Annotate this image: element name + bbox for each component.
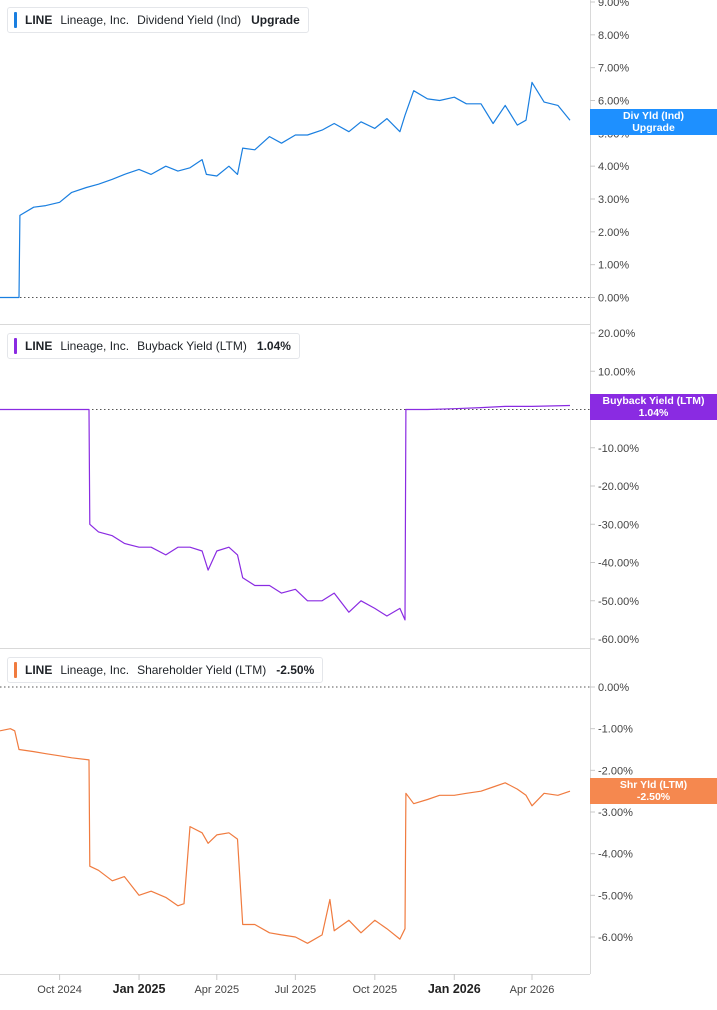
x-tick-label: Jul 2025 xyxy=(275,984,317,996)
y-tick-label: -6.00% xyxy=(598,932,633,944)
legend-color-swatch xyxy=(14,12,17,28)
y-tick-label: -3.00% xyxy=(598,807,633,819)
legend-shareholder-yield[interactable]: LINE Lineage, Inc. Shareholder Yield (LT… xyxy=(7,657,324,683)
y-tick-label: -50.00% xyxy=(598,596,639,608)
y-tick-label: 10.00% xyxy=(598,366,636,378)
y-tick-label: -30.00% xyxy=(598,519,639,531)
y-tick-label: 3.00% xyxy=(598,194,629,206)
y-tick-label: -4.00% xyxy=(598,849,633,861)
legend-value: -2.50% xyxy=(276,663,315,677)
legend-dividend-yield[interactable]: LINE Lineage, Inc. Dividend Yield (Ind) … xyxy=(7,7,309,33)
y-tick-label: 8.00% xyxy=(598,30,629,42)
y-tick-label: -20.00% xyxy=(598,481,639,493)
x-tick-label: Oct 2025 xyxy=(352,984,397,996)
legend-ticker: LINE xyxy=(25,663,53,677)
legend-company: Lineage, Inc. xyxy=(60,663,130,677)
y-tick-label: -60.00% xyxy=(598,634,639,646)
badge-label: Div Yld (Ind) xyxy=(622,110,685,122)
y-tick-label: 20.00% xyxy=(598,328,636,340)
legend-ticker: LINE xyxy=(25,13,53,27)
chart-panel-1: 20.00%10.00%0.00%-10.00%-20.00%-30.00%-4… xyxy=(0,328,639,646)
value-badge-buyback: Buyback Yield (LTM) 1.04% xyxy=(590,394,717,420)
y-tick-label: -40.00% xyxy=(598,558,639,570)
legend-color-swatch xyxy=(14,338,17,354)
x-tick-label: Oct 2024 xyxy=(37,984,82,996)
y-tick-label: 9.00% xyxy=(598,0,629,9)
badge-label: Shr Yld (LTM) xyxy=(619,779,688,791)
legend-value: Upgrade xyxy=(251,13,300,27)
legend-ticker: LINE xyxy=(25,339,53,353)
badge-value: -2.50% xyxy=(636,791,671,803)
legend-buyback-yield[interactable]: LINE Lineage, Inc. Buyback Yield (LTM) 1… xyxy=(7,333,300,359)
series-line xyxy=(0,728,571,944)
x-tick-label: Jan 2026 xyxy=(428,982,481,996)
badge-label: Buyback Yield (LTM) xyxy=(602,395,705,407)
x-tick-label: Apr 2025 xyxy=(194,984,239,996)
x-tick-label: Apr 2026 xyxy=(510,984,555,996)
chart-panel-0: 0.00%1.00%2.00%3.00%4.00%5.00%6.00%7.00%… xyxy=(0,0,629,305)
legend-metric: Buyback Yield (LTM) xyxy=(137,339,247,353)
y-tick-label: 4.00% xyxy=(598,161,629,173)
y-tick-label: 0.00% xyxy=(598,293,629,305)
y-tick-label: 6.00% xyxy=(598,96,629,108)
legend-metric: Shareholder Yield (LTM) xyxy=(137,663,267,677)
badge-value: 1.04% xyxy=(638,407,669,419)
y-tick-label: 2.00% xyxy=(598,227,629,239)
y-tick-label: -1.00% xyxy=(598,724,633,736)
series-line xyxy=(0,81,571,299)
chart-panel-2: 0.00% -1.00% -2.00% -3.00% -4.00% -5.00% -6.00… xyxy=(0,682,633,996)
y-tick-label: -5.00% xyxy=(598,890,633,902)
legend-color-swatch xyxy=(14,662,17,678)
series-line xyxy=(0,404,571,621)
legend-company: Lineage, Inc. xyxy=(60,339,130,353)
y-tick-label: -10.00% xyxy=(598,443,639,455)
y-tick-label: 0.00% xyxy=(598,682,629,694)
y-tick-label: 1.00% xyxy=(598,260,629,272)
value-badge-dividend: Div Yld (Ind) Upgrade xyxy=(590,109,717,135)
x-tick-label: Jan 2025 xyxy=(113,982,166,996)
legend-value: 1.04% xyxy=(256,339,291,353)
badge-value: Upgrade xyxy=(632,122,675,134)
legend-company: Lineage, Inc. xyxy=(60,13,130,27)
y-tick-label: 7.00% xyxy=(598,63,629,75)
y-tick-label: -2.00% xyxy=(598,765,633,777)
value-badge-shareholder: Shr Yld (LTM) -2.50% xyxy=(590,778,717,804)
legend-metric: Dividend Yield (Ind) xyxy=(137,13,242,27)
